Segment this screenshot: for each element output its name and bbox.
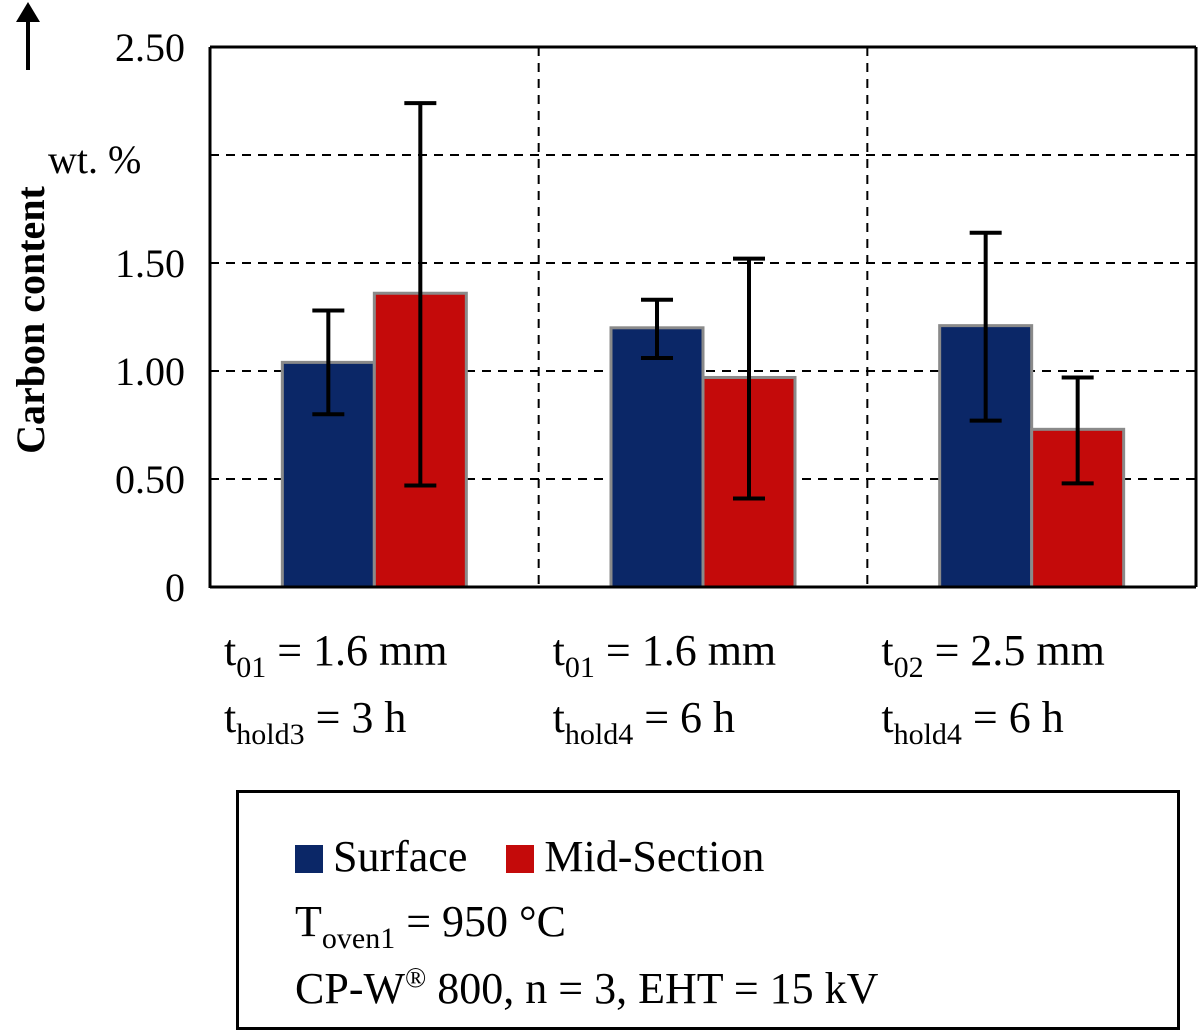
x-category-label-line1: t01 = 1.6 mm — [224, 626, 448, 684]
x-category-label-line2: thold4 = 6 h — [553, 693, 735, 751]
y-axis-label: Carbon content — [8, 185, 53, 453]
x-category-label-line1: t01 = 1.6 mm — [553, 626, 777, 684]
legend-material: CP-W® 800, n = 3, EHT = 15 kV — [295, 963, 879, 1013]
error-bar — [969, 230, 1002, 423]
x-category-label-line1: t02 = 2.5 mm — [881, 626, 1104, 684]
y-tick-label: 1.50 — [115, 241, 185, 286]
legend-swatch-mid-section — [506, 845, 535, 873]
bars — [280, 291, 1126, 589]
error-bars — [312, 101, 1094, 501]
error-bar — [641, 297, 673, 361]
legend-swatch-surface — [295, 845, 323, 873]
bar-surface-2 — [609, 326, 705, 589]
error-bar — [733, 256, 765, 501]
y-tick-labels: 0 0.50 1.00 1.50 2.50 — [115, 25, 185, 610]
axes — [208, 45, 1198, 589]
x-category-label-line2: thold3 = 3 h — [224, 693, 406, 751]
y-axis-arrow — [16, 2, 40, 70]
bar-chart: 0 0.50 1.00 1.50 2.50 Carbon content wt. % t… — [8, 2, 1198, 751]
legend-temperature: Toven1 = 950 °C — [295, 897, 566, 955]
legend-label-surface: Surface — [333, 832, 468, 881]
y-tick-label: 1.00 — [115, 349, 185, 394]
error-bar — [1061, 375, 1094, 486]
y-axis-unit: wt. % — [48, 137, 141, 182]
y-tick-label: 2.50 — [115, 25, 185, 70]
bar-mid-section-3 — [1030, 427, 1126, 589]
x-category-label-line2: thold4 = 6 h — [881, 693, 1063, 751]
error-bar — [312, 308, 345, 417]
legend-series-row: Surface Mid-Section — [295, 835, 764, 879]
legend: Surface Mid-Section Toven1 = 950 °C CP-W… — [236, 790, 1180, 1030]
error-bar — [404, 101, 437, 488]
y-tick-label: 0.50 — [115, 457, 185, 502]
y-tick-label: 0 — [165, 565, 185, 610]
legend-label-mid-section: Mid-Section — [544, 832, 765, 881]
x-category-labels: t01 = 1.6 mm thold3 = 3 h t01 = 1.6 mm thol… — [224, 626, 1105, 751]
